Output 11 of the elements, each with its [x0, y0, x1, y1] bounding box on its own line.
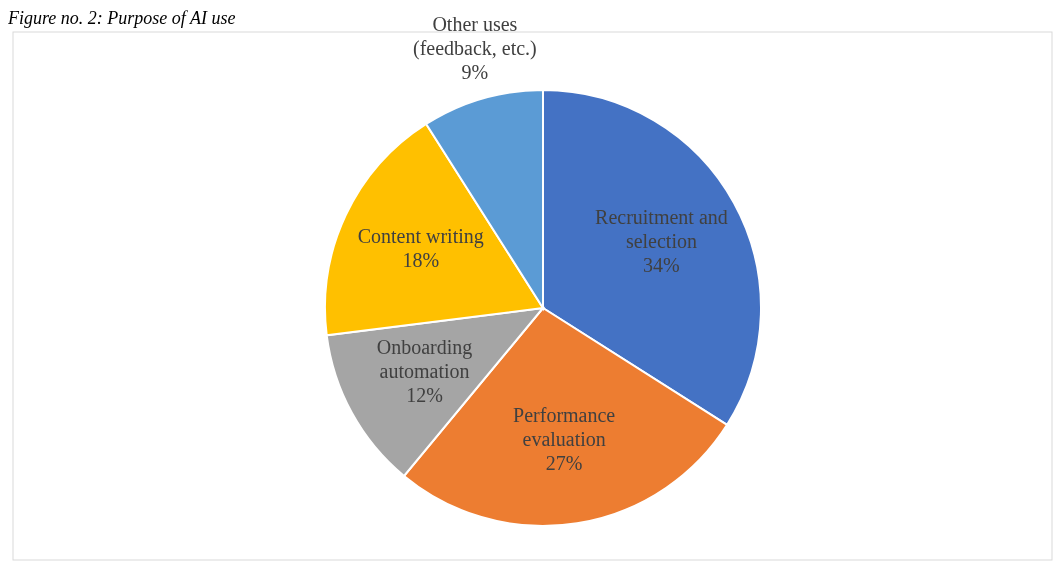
data-label: 12% [406, 383, 443, 406]
data-label: 34% [643, 253, 680, 276]
slice-label: Content writing [357, 225, 484, 249]
data-label: 27% [545, 452, 583, 475]
slice-label: Other uses (feedback, etc.) [412, 12, 537, 60]
data-label: 18% [402, 249, 440, 272]
data-label: 9% [461, 60, 489, 83]
slice-label: Performance evaluation [513, 404, 616, 451]
text: Figure no. 2: Purpose of AI use [7, 8, 236, 28]
slice-label: Onboarding automation [376, 335, 473, 382]
slice-label: Recruitment and selection [595, 205, 728, 252]
